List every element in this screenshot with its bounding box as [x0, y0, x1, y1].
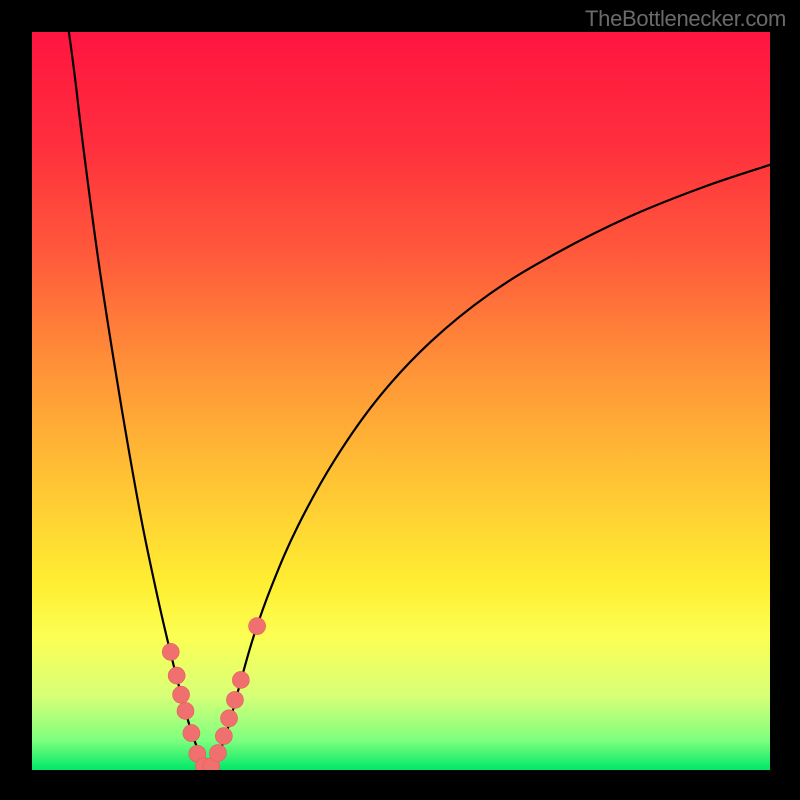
curve-left [69, 32, 208, 770]
data-marker [232, 671, 249, 688]
chart-root: { "type": "line-with-markers", "canvas":… [0, 0, 800, 800]
data-marker [177, 702, 194, 719]
data-marker [209, 745, 226, 762]
chart-svg [0, 0, 800, 800]
data-marker [215, 728, 232, 745]
data-marker [162, 643, 179, 660]
data-marker [183, 725, 200, 742]
data-marker [173, 686, 190, 703]
data-marker [168, 667, 185, 684]
data-marker [226, 691, 243, 708]
data-marker [221, 710, 238, 727]
data-marker [249, 618, 266, 635]
curve-right [208, 165, 770, 770]
